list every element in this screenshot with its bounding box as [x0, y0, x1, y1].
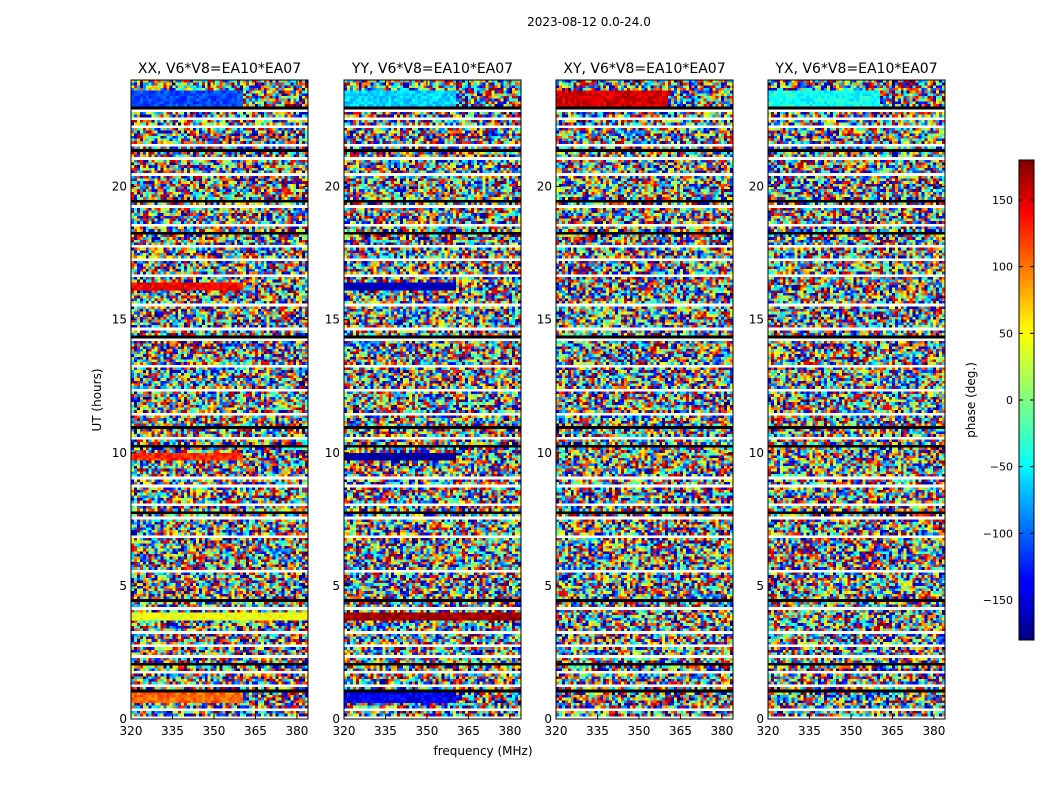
colorbar-tick-label: 0 [1006, 394, 1013, 407]
x-tick-label: 335 [161, 724, 184, 738]
y-tick-label: 15 [112, 313, 127, 327]
panel-yx: YX, V6*V8=EA10*EA07 320 335 350 365 380 0 5 10 15… [749, 61, 946, 738]
heatmap-image [131, 80, 308, 719]
colorbar-tick-label: −50 [990, 461, 1013, 474]
panel-xx: XX, V6*V8=EA10*EA07 320 335 350 365 380 0 5 10 15… [112, 61, 309, 738]
x-tick-label: 365 [881, 724, 904, 738]
x-tick-label: 350 [203, 724, 226, 738]
x-tick-label: 335 [374, 724, 397, 738]
plot-frame [130, 79, 309, 720]
y-tick-label: 0 [332, 712, 340, 726]
y-tick-label: 15 [537, 313, 552, 327]
y-tick-label: 5 [544, 579, 552, 593]
x-tick-label: 380 [498, 724, 521, 738]
panel-title: XX, V6*V8=EA10*EA07 [138, 61, 301, 77]
y-tick-label: 20 [749, 180, 764, 194]
y-tick-label: 5 [119, 579, 127, 593]
panel-title: XY, V6*V8=EA10*EA07 [563, 61, 725, 77]
x-tick-label: 350 [840, 724, 863, 738]
colorbar: phase (deg.) 150 100 50 0 −50 −100 −150 [964, 159, 1035, 641]
y-tick-label: 10 [112, 446, 127, 460]
y-tick-label: 0 [756, 712, 764, 726]
colorbar-tick-label: −150 [983, 594, 1013, 607]
x-tick-label: 320 [120, 724, 143, 738]
x-tick-label: 320 [333, 724, 356, 738]
colorbar-tick-label: −100 [983, 527, 1013, 540]
y-tick-label: 15 [325, 313, 340, 327]
y-axis-label: UT (hours) [90, 368, 104, 431]
panel-title: YY, V6*V8=EA10*EA07 [351, 61, 513, 77]
plot-frame [767, 79, 946, 720]
y-tick-label: 10 [749, 446, 764, 460]
x-tick-label: 365 [457, 724, 480, 738]
plot-frame [555, 79, 734, 720]
y-tick-label: 5 [332, 579, 340, 593]
colorbar-tick-label: 150 [992, 194, 1013, 207]
y-tick-label: 20 [537, 180, 552, 194]
x-tick-label: 335 [586, 724, 609, 738]
x-tick-label: 335 [798, 724, 821, 738]
colorbar-label: phase (deg.) [964, 362, 978, 438]
colorbar-tick-label: 50 [999, 327, 1013, 340]
heatmap-image [344, 80, 521, 719]
y-tick-label: 20 [325, 180, 340, 194]
y-tick-label: 10 [325, 446, 340, 460]
x-axis-label: frequency (MHz) [433, 744, 532, 758]
plot-frame [343, 79, 522, 720]
heatmap-image [556, 80, 733, 719]
colorbar-tick-label: 100 [992, 261, 1013, 274]
y-tick-label: 10 [537, 446, 552, 460]
x-tick-label: 380 [922, 724, 945, 738]
x-tick-label: 365 [244, 724, 267, 738]
x-tick-label: 350 [628, 724, 651, 738]
y-tick-label: 0 [119, 712, 127, 726]
y-tick-label: 5 [756, 579, 764, 593]
panel-title: YX, V6*V8=EA10*EA07 [774, 61, 937, 77]
x-tick-label: 350 [416, 724, 439, 738]
x-tick-label: 320 [545, 724, 568, 738]
y-tick-label: 20 [112, 180, 127, 194]
panel-yy: YY, V6*V8=EA10*EA07 320 335 350 365 380 0 5 10 15… [325, 61, 522, 738]
y-tick-label: 15 [749, 313, 764, 327]
x-tick-label: 320 [757, 724, 780, 738]
y-tick-label: 0 [544, 712, 552, 726]
x-tick-label: 365 [669, 724, 692, 738]
panel-xy: XY, V6*V8=EA10*EA07 320 335 350 365 380 0 5 10 15… [537, 61, 734, 738]
x-tick-label: 380 [710, 724, 733, 738]
x-tick-label: 380 [285, 724, 308, 738]
heatmap-image [768, 80, 945, 719]
figure-title: 2023-08-12 0.0-24.0 [527, 15, 651, 29]
